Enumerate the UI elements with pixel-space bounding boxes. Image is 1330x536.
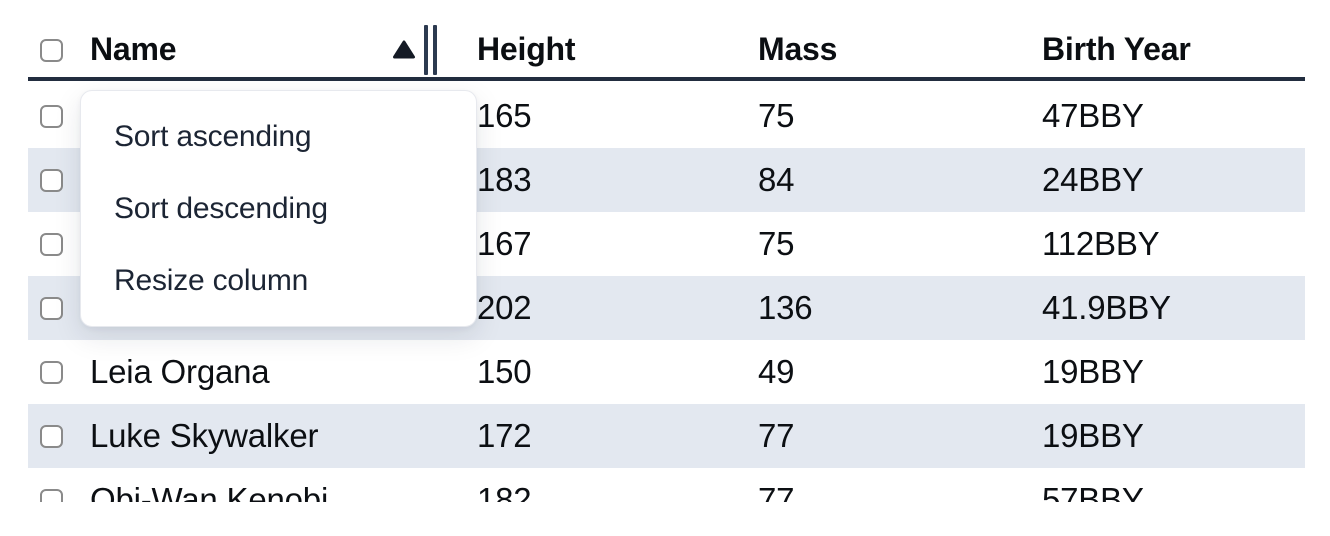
table-row[interactable]: Obi-Wan Kenobi 182 77 57BBY [28,468,1305,502]
cell-birth-year: 41.9BBY [1042,289,1171,326]
cell-name: Luke Skywalker [90,417,319,454]
cell-mass: 77 [758,481,795,502]
column-header-height-label: Height [477,31,576,67]
table-row[interactable]: Luke Skywalker 172 77 19BBY [28,404,1305,468]
column-header-birth-year-label: Birth Year [1042,31,1191,67]
cell-name: Leia Organa [90,353,270,390]
cell-height: 202 [477,289,532,326]
cell-height: 150 [477,353,532,390]
row-checkbox-cell [40,168,90,192]
cell-mass: 84 [758,161,795,198]
row-checkbox[interactable] [40,488,63,502]
cell-height: 183 [477,161,532,198]
cell-height: 165 [477,97,532,134]
table-row[interactable]: 165 75 47BBY [28,84,1305,148]
resize-bar-right [433,24,437,75]
column-header-mass-label: Mass [758,31,838,67]
menu-item-resize-column[interactable]: Resize column [114,264,309,297]
cell-height: 172 [477,417,532,454]
cell-height: 182 [477,481,532,502]
row-checkbox-cell [40,488,90,502]
row-checkbox[interactable] [40,360,63,384]
column-context-menu: Sort ascending Sort descending Resize co… [80,90,477,327]
sort-ascending-icon[interactable] [392,39,416,60]
select-all-cell [40,37,90,62]
cell-mass: 75 [758,225,795,262]
column-header-birth-year[interactable]: Birth Year [1042,31,1305,68]
cell-birth-year: 57BBY [1042,481,1144,502]
cell-birth-year: 47BBY [1042,97,1144,134]
menu-item-sort-ascending[interactable]: Sort ascending [114,120,312,153]
cell-height: 167 [477,225,532,262]
cell-birth-year: 19BBY [1042,417,1144,454]
cell-mass: 75 [758,97,795,134]
row-checkbox[interactable] [40,296,63,320]
cell-mass: 77 [758,417,795,454]
select-all-checkbox[interactable] [40,39,63,62]
cell-mass: 49 [758,353,795,390]
resize-bar-left [424,24,428,75]
row-checkbox-cell [40,360,90,384]
cell-birth-year: 19BBY [1042,353,1144,390]
row-checkbox-cell [40,104,90,128]
row-checkbox-cell [40,232,90,256]
row-checkbox-cell [40,424,90,448]
table-row[interactable]: 167 75 112BBY [28,212,1305,276]
column-header-height[interactable]: Height [477,31,758,68]
column-header-name-label: Name [90,31,177,67]
menu-item-sort-descending[interactable]: Sort descending [114,192,328,225]
row-checkbox-cell [40,296,90,320]
cell-birth-year: 112BBY [1042,225,1160,262]
row-checkbox[interactable] [40,424,63,448]
row-checkbox[interactable] [40,104,63,128]
column-header-mass[interactable]: Mass [758,31,1042,68]
table-header-row: Name Height Mass Birth Year [28,0,1305,81]
table-row[interactable]: Leia Organa 150 49 19BBY [28,340,1305,404]
column-resize-handle-icon[interactable] [424,24,437,75]
row-checkbox[interactable] [40,168,63,192]
row-checkbox[interactable] [40,232,63,256]
cell-name: Obi-Wan Kenobi [90,481,329,502]
cell-mass: 136 [758,289,813,326]
cell-birth-year: 24BBY [1042,161,1144,198]
column-header-name[interactable]: Name [90,24,477,75]
